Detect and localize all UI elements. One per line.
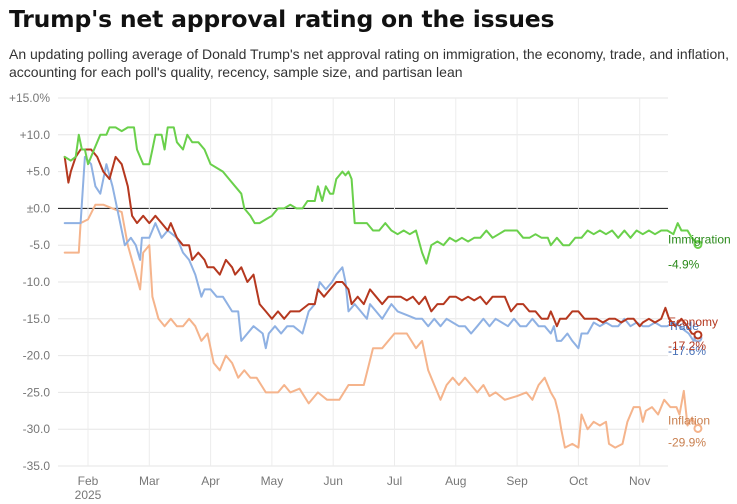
page-title: Trump's net approval rating on the issue… — [9, 5, 555, 33]
x-tick-label: Mar — [139, 474, 160, 488]
x-tick-label: Aug — [445, 474, 466, 488]
y-tick-label: -35.0 — [23, 459, 51, 473]
economy-series-line — [63, 148, 699, 336]
x-tick-label: Oct — [569, 474, 588, 488]
x-tick-label: Apr — [201, 474, 220, 488]
inflation-end-marker — [693, 423, 703, 433]
x-tick-label: Sep — [506, 474, 528, 488]
y-tick-label: -20.0 — [23, 349, 51, 363]
economy-final-value: -17.2% — [668, 339, 706, 353]
inflation-final-value: -29.9% — [668, 435, 706, 449]
y-tick-label: -25.0 — [23, 385, 51, 399]
trade-series-label: Trade — [668, 319, 699, 333]
x-tick-year-label: 2025 — [75, 488, 102, 502]
x-tick-label: Nov — [629, 474, 650, 488]
economy-end-marker — [693, 330, 703, 340]
economy-series-label: Economy — [668, 315, 718, 329]
label-layer: +15.0% +10.0 +5.0 ±0.0 -5.0 -10.0 -15.0 -20.0 -2… — [9, 91, 731, 502]
x-tick-label: Jul — [387, 474, 402, 488]
y-tick-label: ±0.0 — [27, 201, 51, 215]
inflation-series-line — [63, 203, 699, 449]
y-tick-label: +5.0 — [26, 165, 50, 179]
inflation-series-label: Inflation — [668, 413, 710, 427]
immigration-series-label: Immigration — [668, 232, 731, 246]
page-subtitle: An updating polling average of Donald Tr… — [9, 46, 729, 80]
immigration-end-marker — [693, 239, 703, 249]
y-tick-label: +15.0% — [9, 91, 50, 105]
immigration-final-value: -4.9% — [668, 257, 700, 271]
trade-final-value: -17.6% — [668, 344, 706, 358]
y-tick-label: -10.0 — [23, 275, 51, 289]
y-tick-label: +10.0 — [20, 128, 51, 142]
y-tick-label: -5.0 — [29, 238, 50, 252]
x-tick-label: Feb — [78, 474, 99, 488]
y-tick-label: -15.0 — [23, 312, 51, 326]
x-tick-label: Jun — [324, 474, 343, 488]
immigration-series-line — [63, 126, 699, 265]
y-tick-label: -30.0 — [23, 422, 51, 436]
series-layer — [63, 126, 703, 449]
grid-layer — [58, 97, 668, 467]
x-tick-label: May — [261, 474, 284, 488]
